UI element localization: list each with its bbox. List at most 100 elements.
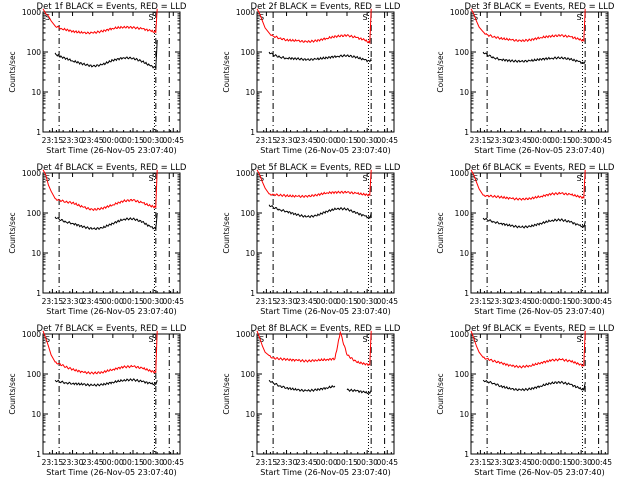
x-tick-label: 00:30	[142, 136, 164, 145]
series-line-events	[54, 212, 158, 231]
y-tick-label: 1000	[22, 330, 41, 339]
x-tick-label: 00:45	[162, 297, 184, 306]
y-tick-label: 10	[31, 249, 41, 258]
corner-mark-right: S	[148, 335, 153, 344]
x-tick-label: 00:00	[530, 136, 552, 145]
x-tick-label: 00:45	[376, 458, 398, 467]
series-line-events	[54, 39, 158, 70]
panel-det-7: Det 7f BLACK = Events, RED = LLD 1 10 100 10…	[8, 324, 187, 477]
x-tick-label: 23:15	[470, 297, 492, 306]
y-axis-label: Counts/sec	[222, 212, 231, 253]
y-axis-label: Counts/sec	[8, 212, 17, 253]
x-tick-label: 00:00	[316, 297, 338, 306]
x-tick-label: 00:00	[102, 297, 124, 306]
corner-mark-right: S	[148, 13, 153, 22]
panel-det-3: Det 3f BLACK = Events, RED = LLD 1 10 100 10…	[436, 2, 615, 155]
y-tick-label: 100	[241, 48, 256, 57]
x-tick-label: 23:15	[256, 458, 278, 467]
plot-frame	[42, 333, 181, 455]
plot-frame	[470, 172, 609, 294]
x-tick-label: 23:45	[296, 136, 318, 145]
x-axis-label: Start Time (26-Nov-05 23:07:40)	[260, 307, 390, 316]
x-tick-label: 00:30	[570, 136, 592, 145]
series-line-lld	[42, 169, 158, 212]
series-line-lld	[256, 169, 372, 199]
x-tick-label: 23:30	[490, 136, 512, 145]
x-tick-label: 00:30	[142, 297, 164, 306]
corner-mark-right: S	[362, 13, 367, 22]
y-tick-label: 10	[245, 88, 255, 97]
x-tick-label: 23:45	[510, 458, 532, 467]
y-tick-label: 1	[36, 128, 41, 137]
y-tick-label: 10	[245, 410, 255, 419]
x-tick-label: 23:30	[276, 458, 298, 467]
panel-title: Det 3f BLACK = Events, RED = LLD	[465, 2, 615, 12]
x-tick-label: 23:15	[256, 297, 278, 306]
plot-frame	[256, 172, 395, 294]
x-tick-label: 00:30	[570, 297, 592, 306]
series-line-events	[268, 204, 372, 220]
x-tick-label: 00:45	[376, 297, 398, 306]
y-tick-label: 100	[455, 209, 470, 218]
y-tick-label: 100	[27, 209, 42, 218]
y-tick-label: 10	[459, 88, 469, 97]
series-line-events	[482, 51, 586, 65]
panel-det-5: Det 5f BLACK = Events, RED = LLD 1 10 100 10…	[222, 163, 401, 316]
x-tick-label: 00:00	[316, 136, 338, 145]
x-tick-label: 00:15	[336, 297, 358, 306]
corner-mark-right: S	[576, 13, 581, 22]
x-tick-label: 23:15	[42, 458, 64, 467]
y-axis-label: Counts/sec	[222, 51, 231, 92]
y-tick-label: 10	[459, 249, 469, 258]
panel-title: Det 7f BLACK = Events, RED = LLD	[37, 324, 187, 334]
x-axis-label: Start Time (26-Nov-05 23:07:40)	[46, 146, 176, 155]
panel-det-9: Det 9f BLACK = Events, RED = LLD 1 10 100 10…	[436, 324, 615, 477]
y-tick-label: 1	[464, 450, 469, 459]
x-tick-label: 00:30	[142, 458, 164, 467]
panel-det-1: Det 1f BLACK = Events, RED = LLD 1 10 100 10…	[8, 2, 187, 155]
x-tick-label: 23:15	[470, 136, 492, 145]
x-tick-label: 23:15	[42, 136, 64, 145]
corner-mark-right: S	[362, 335, 367, 344]
x-tick-label: 00:30	[570, 458, 592, 467]
x-tick-label: 00:15	[550, 297, 572, 306]
panel-det-2: Det 2f BLACK = Events, RED = LLD 1 10 100 10…	[222, 2, 401, 155]
x-tick-label: 23:15	[42, 297, 64, 306]
panel-det-8: Det 8f BLACK = Events, RED = LLD 1 10 100 10…	[222, 324, 401, 477]
series-line-events	[482, 379, 586, 392]
plot-frame	[42, 11, 181, 133]
x-tick-label: 23:30	[62, 458, 84, 467]
y-tick-label: 100	[455, 48, 470, 57]
x-tick-label: 00:45	[376, 136, 398, 145]
x-tick-label: 00:30	[356, 136, 378, 145]
x-tick-label: 00:45	[590, 458, 612, 467]
series-line-lld	[470, 8, 586, 43]
y-tick-label: 1000	[236, 169, 255, 178]
y-tick-label: 1000	[22, 169, 41, 178]
y-tick-label: 100	[27, 370, 42, 379]
corner-mark-right: S	[576, 174, 581, 183]
y-tick-label: 10	[459, 410, 469, 419]
panel-det-6: Det 6f BLACK = Events, RED = LLD 1 10 100 10…	[436, 163, 615, 316]
x-axis-label: Start Time (26-Nov-05 23:07:40)	[474, 146, 604, 155]
x-tick-label: 00:00	[530, 458, 552, 467]
x-tick-label: 23:45	[296, 458, 318, 467]
x-tick-label: 00:15	[336, 136, 358, 145]
corner-mark-left: S	[473, 335, 478, 344]
panel-det-4: Det 4f BLACK = Events, RED = LLD 1 10 100 10…	[8, 163, 187, 316]
y-tick-label: 1	[464, 128, 469, 137]
x-axis-label: Start Time (26-Nov-05 23:07:40)	[46, 307, 176, 316]
y-tick-label: 10	[31, 410, 41, 419]
x-axis-label: Start Time (26-Nov-05 23:07:40)	[260, 146, 390, 155]
x-tick-label: 00:30	[356, 297, 378, 306]
panel-title: Det 5f BLACK = Events, RED = LLD	[251, 163, 401, 173]
corner-mark-left: S	[259, 335, 264, 344]
y-axis-label: Counts/sec	[222, 373, 231, 414]
corner-mark-left: S	[45, 335, 50, 344]
x-tick-label: 23:30	[62, 136, 84, 145]
x-tick-label: 23:45	[82, 458, 104, 467]
x-tick-label: 00:00	[102, 136, 124, 145]
series-line-lld	[42, 330, 158, 375]
plot-frame	[256, 333, 395, 455]
